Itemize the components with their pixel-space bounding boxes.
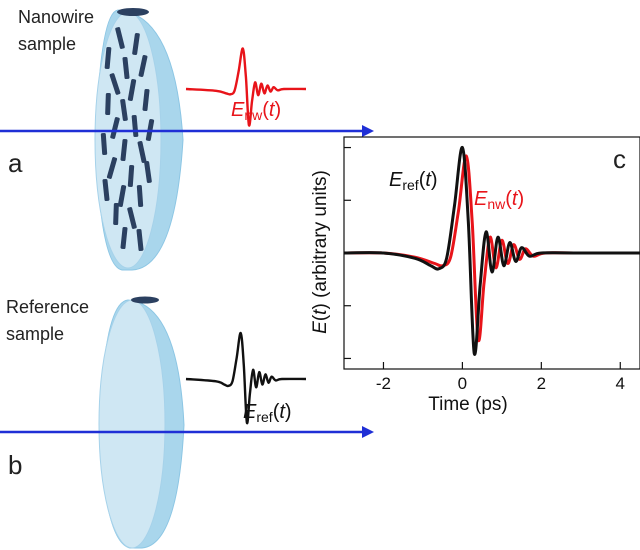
y-axis-label: E(t) (arbitrary units) (310, 170, 331, 334)
x-ticks: -2 0 2 4 (376, 362, 625, 393)
nanowire (100, 132, 108, 156)
nanowire (132, 32, 140, 56)
nw-signal-E: E (231, 99, 245, 121)
legend-nw-open: ( (505, 188, 512, 210)
panel-c-label: c (613, 144, 626, 174)
legend-nw-t: t (512, 188, 519, 210)
legend-nw-E: E (474, 188, 488, 210)
nw-signal-sub: nw (244, 107, 263, 123)
reference-sample-label-line1: Reference (6, 297, 89, 317)
nanowire (115, 27, 125, 49)
ref-signal-t: t (279, 401, 286, 423)
panel-b-label: b (8, 450, 22, 480)
x-tick-label: 2 (537, 374, 546, 393)
nw-signal-t: t (269, 99, 276, 121)
nanowire (136, 228, 144, 252)
nanowire (144, 160, 152, 184)
nanowire-signal-label: Enw(t) (231, 99, 281, 123)
reference-pulse-trace (185, 331, 307, 425)
legend-ref-close: ) (431, 169, 438, 191)
nw-signal-close: ) (274, 99, 281, 121)
reference-sample-label-line2: sample (6, 324, 64, 344)
legend-nw-sub: nw (487, 196, 506, 212)
disk-b-edge-top (131, 296, 159, 304)
ref-signal-open: ( (273, 401, 280, 423)
nanowire (137, 140, 147, 164)
legend-ref-E: E (389, 169, 403, 191)
nanowire (127, 78, 137, 102)
legend-nw-close: ) (517, 188, 524, 210)
nanowire (138, 54, 148, 78)
ylabel-open: ( (310, 314, 331, 321)
nanowire (120, 226, 128, 250)
panel-b: Reference sample b Eref(t) (0, 296, 374, 549)
series-line-ref (343, 145, 640, 356)
beam-b-arrowhead (362, 426, 374, 438)
nanowire (142, 88, 150, 112)
disk-a-edge-top (117, 8, 149, 16)
ref-signal-sub: ref (256, 409, 272, 425)
legend-ref-open: ( (419, 169, 426, 191)
ylabel-rest: ) (arbitrary units) (310, 170, 331, 309)
ylabel-E: E (310, 321, 331, 334)
nanowire (117, 184, 127, 208)
nanowire (102, 178, 110, 202)
nw-signal-open: ( (262, 99, 269, 121)
x-tick-label: -2 (376, 374, 391, 393)
x-tick-label: 4 (616, 374, 625, 393)
legend-ref-label: Eref(t) (389, 169, 438, 193)
nanowire (127, 207, 137, 229)
panel-a: Nanowire sample a Enw(t) (0, 7, 374, 271)
nanowire (106, 157, 118, 179)
panel-a-label: a (8, 148, 23, 178)
series-line-nw (343, 154, 640, 343)
disk-b-face (98, 299, 166, 549)
nanowire-sample-label-line1: Nanowire (18, 7, 94, 27)
reference-signal-label: Eref(t) (243, 401, 292, 425)
legend-ref-sub: ref (402, 177, 418, 193)
nanowire (104, 46, 112, 70)
nanowire (113, 202, 119, 226)
x-axis-label: Time (ps) (428, 394, 508, 415)
nanowire (120, 138, 128, 162)
reference-sample-disk (98, 296, 185, 549)
nanowire-pulse-trace (185, 47, 307, 127)
legend-nw-label: Enw(t) (474, 188, 524, 212)
nanowire (120, 98, 128, 122)
nanowire (136, 184, 144, 208)
legend-ref-t: t (425, 169, 432, 191)
panel-c-chart: -2 0 2 4 c Eref(t) Enw(t) E(t) (arbitrary u… (310, 136, 640, 415)
nanowire (105, 92, 111, 116)
nanowire-sample-disk (94, 8, 184, 271)
series-layer (343, 145, 640, 356)
nanowire (127, 164, 135, 188)
ref-signal-close: ) (285, 401, 292, 423)
ylabel-t: t (310, 309, 331, 315)
nanowire (109, 73, 121, 95)
nanowire-sample-label-line2: sample (18, 34, 76, 54)
nanowire (110, 117, 120, 139)
nanowire (122, 56, 130, 80)
x-tick-label: 0 (458, 374, 467, 393)
beam-a-arrowhead (362, 125, 374, 137)
ref-signal-E: E (243, 401, 257, 423)
